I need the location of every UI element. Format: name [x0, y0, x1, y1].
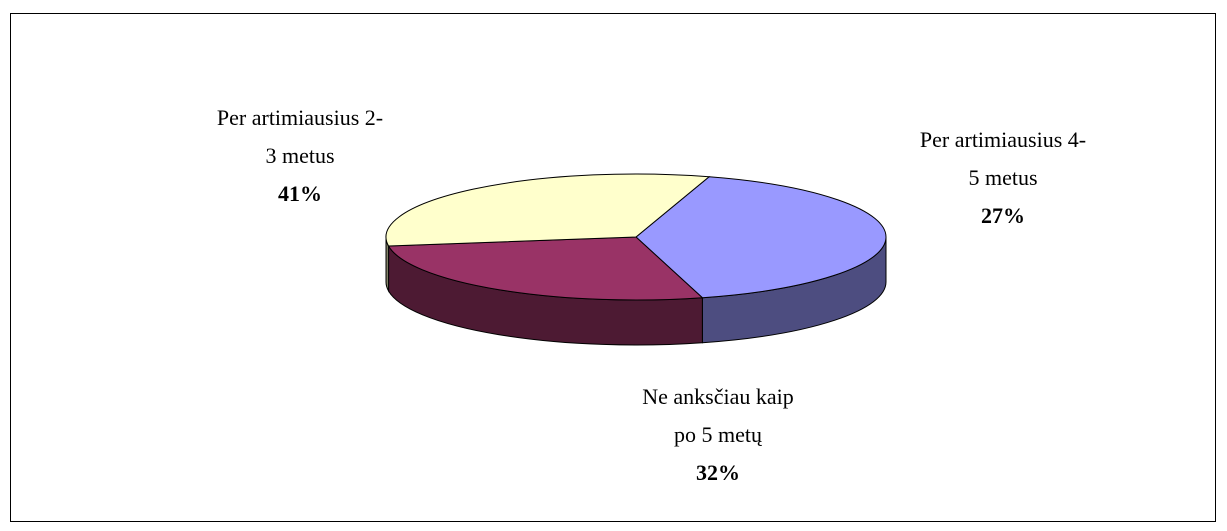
category-label: Per artimiausius 4- 5 metus: [919, 127, 1087, 190]
slice: [385, 173, 711, 247]
slice: [387, 236, 704, 301]
category-label: Ne anksčiau kaip po 5 metų: [642, 384, 794, 447]
value-label: 41%: [277, 181, 322, 206]
category-label: Per artimiausius 2- 3 metus: [216, 105, 384, 168]
slice-label: Ne anksčiau kaip po 5 metų 32%: [642, 378, 794, 492]
value-label: 27%: [980, 203, 1025, 228]
slice: [635, 176, 887, 299]
slice-label: Per artimiausius 4- 5 metus 27%: [920, 121, 1086, 235]
value-label: 32%: [696, 460, 740, 485]
slice-label: Per artimiausius 2- 3 metus 41%: [217, 99, 383, 213]
